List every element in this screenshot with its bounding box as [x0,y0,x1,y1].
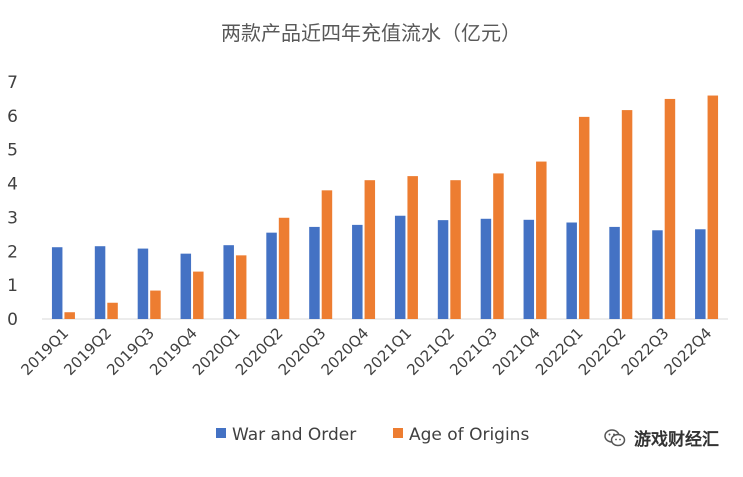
y-tick-label: 4 [7,175,18,195]
bar-war-and-order [51,247,63,319]
bar-war-and-order [437,220,449,319]
y-tick-label: 6 [7,107,18,127]
bar-war-and-order [609,226,620,319]
bar-age-of-origins [278,217,290,319]
bar-war-and-order [223,245,234,319]
legend: War and Order Age of Origins [216,425,529,445]
bars [51,95,719,320]
bar-war-and-order [94,246,106,319]
bar-age-of-origins [707,95,719,319]
bar-war-and-order [352,224,363,319]
x-tick-label: 2022Q4 [661,324,716,379]
y-tick-label: 3 [7,208,18,228]
bar-age-of-origins [536,161,547,319]
bar-war-and-order [180,253,192,319]
bar-war-and-order [652,230,663,319]
bar-war-and-order [266,232,277,319]
bar-age-of-origins [450,180,461,319]
bar-war-and-order [523,219,535,319]
chart-title: 两款产品近四年充值流水（亿元） [221,21,521,45]
bar-age-of-origins [621,110,633,319]
watermark-text: 游戏财经汇 [634,430,719,450]
bar-age-of-origins [193,271,204,319]
bar-age-of-origins [407,176,418,319]
legend-label: War and Order [232,425,356,445]
bar-age-of-origins [364,180,376,319]
wechat-icon [604,428,626,446]
y-tick-label: 1 [7,276,18,296]
bar-war-and-order [394,215,406,319]
legend-label: Age of Origins [409,425,529,445]
bar-age-of-origins [107,302,118,319]
bar-war-and-order [566,222,577,319]
y-axis: 0 1 2 3 4 5 6 7 [7,73,18,330]
bar-war-and-order [137,248,149,319]
bar-age-of-origins [664,98,676,320]
legend-swatch [216,428,226,438]
bar-age-of-origins [235,255,247,319]
bar-age-of-origins [321,190,333,319]
y-tick-label: 7 [7,73,18,93]
watermark: 游戏财经汇 [604,425,719,450]
y-tick-label: 5 [7,141,18,161]
bar-age-of-origins [64,312,75,319]
bar-age-of-origins [150,290,161,319]
x-axis: 2019Q12019Q22019Q32019Q42020Q12020Q22020… [17,324,715,379]
bar-war-and-order [309,226,320,319]
legend-swatch [393,428,403,438]
bar-age-of-origins [493,173,504,319]
bar-war-and-order [695,229,706,319]
bar-war-and-order [480,218,492,319]
y-tick-label: 0 [7,310,18,330]
bar-age-of-origins [578,116,590,320]
y-tick-label: 2 [7,242,18,262]
